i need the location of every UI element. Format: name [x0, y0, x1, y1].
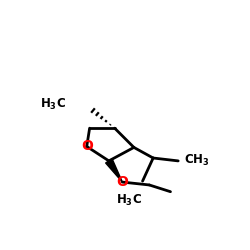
Text: $\mathregular{CH_3}$: $\mathregular{CH_3}$	[184, 153, 210, 168]
Text: $\mathregular{H_3C}$: $\mathregular{H_3C}$	[40, 96, 66, 112]
Text: $\mathregular{H_3C}$: $\mathregular{H_3C}$	[116, 193, 142, 208]
Polygon shape	[106, 159, 122, 182]
Text: O: O	[116, 175, 128, 189]
Text: O: O	[81, 140, 93, 153]
